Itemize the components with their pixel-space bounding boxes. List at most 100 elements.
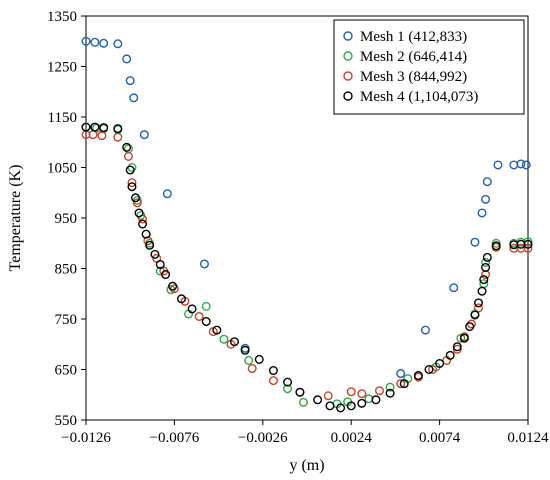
data-point [268,366,278,376]
data-point [138,219,148,229]
data-point [424,365,434,375]
data-point [150,249,160,259]
data-point [385,382,395,392]
data-point [123,151,133,161]
data-point [435,358,445,368]
data-point [364,394,374,404]
legend-label: Mesh 1 (412,833) [360,29,467,45]
data-point [201,317,211,327]
data-point [134,208,144,218]
data-point [268,376,278,386]
data-point [491,241,501,251]
data-point [516,159,526,169]
y-tick-label: 1250 [47,60,77,76]
y-tick-label: 650 [55,363,78,379]
data-point [477,286,487,296]
data-point [482,177,492,187]
x-axis: −0.0126 −0.0076 −0.0026 0.0024 0.0074 0.0124 [61,420,549,446]
data-point [99,38,109,48]
data-point [90,122,100,132]
data-point [129,93,139,103]
data-point [212,325,222,335]
data-point [254,354,264,364]
data-point [240,345,250,355]
data-point [482,252,492,262]
data-point [283,377,293,387]
data-point [385,388,395,398]
data-point [481,262,491,272]
data-point [473,298,483,308]
x-tick-label: −0.0126 [61,430,111,446]
data-point [413,371,423,381]
series-3 [81,130,533,401]
x-tick-label: −0.0076 [150,430,200,446]
y-tick-label: 550 [55,413,78,429]
data-point [470,310,480,320]
data-point [477,208,487,218]
data-point [325,401,335,411]
legend-label: Mesh 3 (844,992) [360,69,467,85]
data-point [247,363,257,373]
data-point [125,165,135,175]
data-point [131,193,141,203]
data-point [470,237,480,247]
data-point [357,389,367,399]
data-point [298,397,308,407]
data-point [125,76,135,86]
y-tick-label: 1350 [47,9,77,25]
data-point [139,130,149,140]
data-point [127,178,137,188]
data-point [187,304,197,314]
y-tick-label: 750 [55,312,78,328]
data-point [90,37,100,47]
data-point [445,350,455,360]
series-4 [81,122,533,413]
data-point [465,322,475,332]
data-point [396,379,406,389]
y-tick-label: 1150 [48,110,77,126]
data-point [132,198,142,208]
data-point [176,294,186,304]
legend-label: Mesh 2 (646,414) [360,49,467,65]
data-point [141,229,151,239]
data-point [491,238,501,248]
data-point [428,365,438,375]
y-tick-label: 850 [55,262,78,278]
data-point [122,142,132,152]
legend-marker [343,91,353,101]
data-point [420,325,430,335]
legend: Mesh 1 (412,833) Mesh 2 (646,414) Mesh 3 (… [333,19,525,115]
x-tick-label: 0.0024 [331,430,373,446]
data-point [346,387,356,397]
x-tick-label: −0.0026 [238,430,288,446]
data-point [374,386,384,396]
data-point [313,395,323,405]
legend-label: Mesh 4 (1,104,073) [360,89,478,105]
data-point [132,195,142,205]
data-point [283,384,293,394]
data-point [230,337,240,347]
data-point [113,39,123,49]
data-point [127,182,137,192]
data-point [399,379,409,389]
data-point [466,319,476,329]
data-point [155,259,165,269]
data-point [523,243,533,253]
x-tick-label: 0.0074 [419,430,461,446]
x-axis-title: y (m) [289,457,324,474]
data-point [194,311,204,321]
data-point [459,333,469,343]
data-point [113,132,123,142]
data-point [521,160,531,170]
data-point [481,257,491,267]
data-point [201,301,211,311]
legend-marker [343,31,353,41]
data-point [449,283,459,293]
x-tick-label: 0.0124 [507,430,549,446]
data-point [523,239,533,249]
data-point [295,387,305,397]
data-point [219,334,229,344]
data-point [81,36,91,46]
data-point [161,270,171,280]
